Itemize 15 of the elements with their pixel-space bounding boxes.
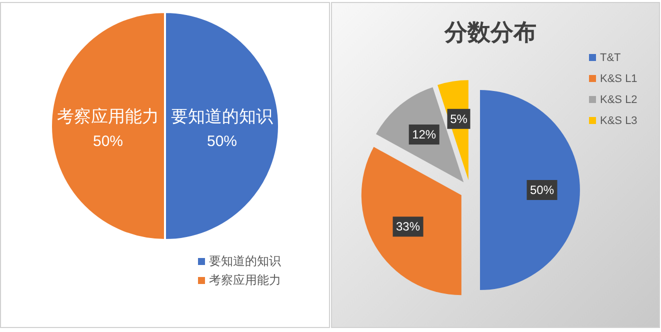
slice-label: 考察应用能力 [57, 107, 159, 126]
legend-label: K&S L3 [600, 115, 638, 127]
slice-label: 要知道的知识 [171, 107, 273, 126]
data-label: 12% [412, 128, 436, 142]
data-label: 50% [92, 133, 124, 150]
data-label: 5% [450, 112, 468, 126]
legend-label: T&T [600, 52, 622, 64]
data-label: 50% [530, 183, 554, 197]
data-label: 50% [206, 133, 238, 150]
data-label: 33% [396, 220, 420, 234]
legend-label: 要知道的知识 [209, 254, 281, 268]
legend-label: K&S L2 [600, 94, 638, 106]
legend-label: K&S L1 [600, 73, 638, 85]
legend-label: 考察应用能力 [209, 273, 281, 287]
chart-title: 分数分布 [444, 19, 536, 45]
